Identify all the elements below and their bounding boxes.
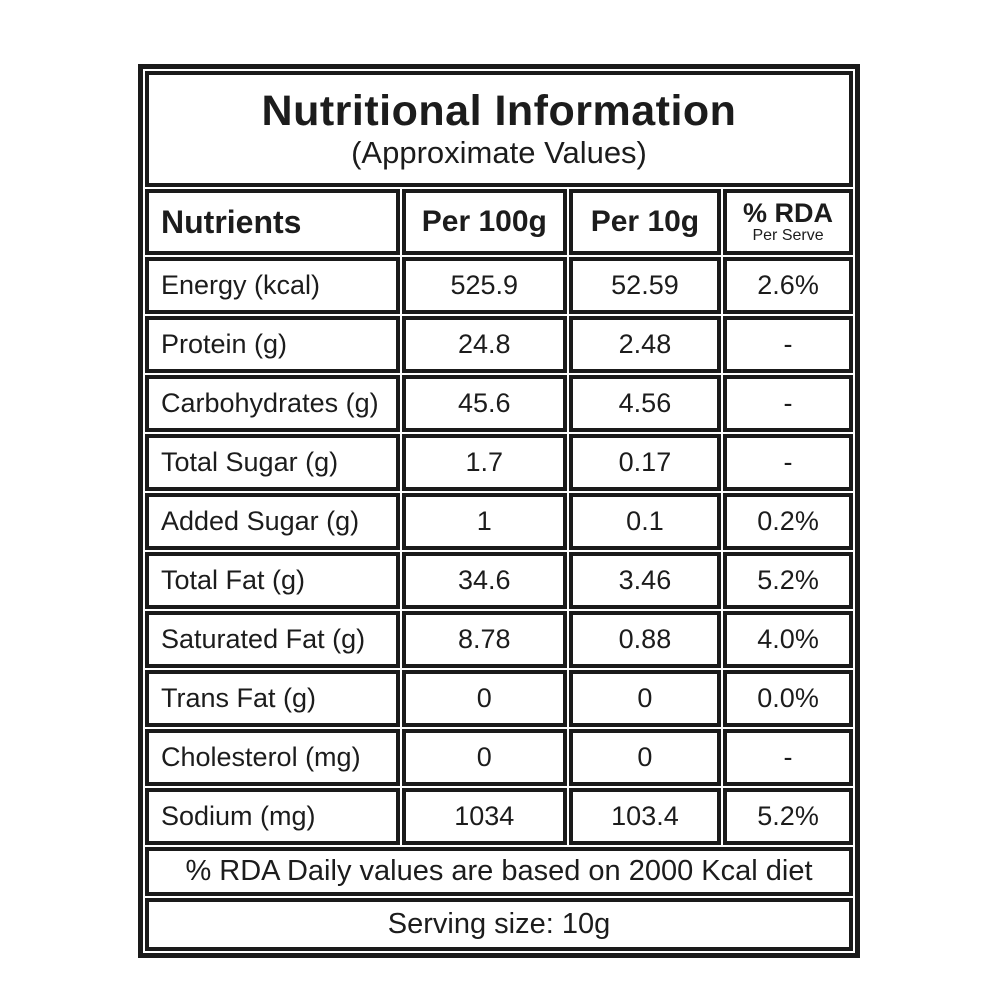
nutrient-label: Sodium (mg) — [145, 788, 400, 845]
rda-value: - — [723, 375, 853, 432]
rda-value: 0.0% — [723, 670, 853, 727]
nutrient-label: Total Sugar (g) — [145, 434, 400, 491]
table-row-trans-fat: Trans Fat (g) 0 0 0.0% — [145, 670, 853, 727]
rda-value: 5.2% — [723, 788, 853, 845]
rda-value: - — [723, 316, 853, 373]
column-header-nutrients: Nutrients — [145, 189, 400, 255]
per100g-value: 1 — [401, 493, 567, 550]
table-row-sodium: Sodium (mg) 1034 103.4 5.2% — [145, 788, 853, 845]
per100g-value: 24.8 — [401, 316, 567, 373]
table-row-total-fat: Total Fat (g) 34.6 3.46 5.2% — [145, 552, 853, 609]
table-row-protein: Protein (g) 24.8 2.48 - — [145, 316, 853, 373]
rda-value: - — [723, 434, 853, 491]
per10g-value: 103.4 — [568, 788, 722, 845]
column-header-rda: % RDA Per Serve — [723, 189, 853, 255]
nutrient-label: Added Sugar (g) — [145, 493, 400, 550]
serving-size-text: Serving size: 10g — [145, 898, 853, 951]
per10g-value: 52.59 — [568, 257, 722, 314]
serving-row: Serving size: 10g — [145, 898, 853, 951]
rda-header-label: % RDA — [743, 197, 834, 228]
per10g-value: 2.48 — [568, 316, 722, 373]
per100g-value: 1034 — [401, 788, 567, 845]
footnote-row: % RDA Daily values are based on 2000 Kca… — [145, 847, 853, 896]
rda-value: 5.2% — [723, 552, 853, 609]
per10g-value: 0.88 — [568, 611, 722, 668]
nutrient-label: Energy (kcal) — [145, 257, 400, 314]
per100g-value: 1.7 — [401, 434, 567, 491]
table-row-energy: Energy (kcal) 525.9 52.59 2.6% — [145, 257, 853, 314]
rda-header-sublabel: Per Serve — [752, 226, 824, 244]
nutrient-label: Total Fat (g) — [145, 552, 400, 609]
per10g-value: 4.56 — [568, 375, 722, 432]
table-row-carbohydrates: Carbohydrates (g) 45.6 4.56 - — [145, 375, 853, 432]
per10g-value: 0.17 — [568, 434, 722, 491]
table-row-added-sugar: Added Sugar (g) 1 0.1 0.2% — [145, 493, 853, 550]
title-cell: Nutritional Information (Approximate Val… — [145, 71, 853, 187]
column-header-per10g: Per 10g — [568, 189, 722, 255]
per10g-value: 0 — [568, 729, 722, 786]
per100g-value: 0 — [401, 670, 567, 727]
nutrient-label: Protein (g) — [145, 316, 400, 373]
per10g-value: 3.46 — [568, 552, 722, 609]
rda-footnote: % RDA Daily values are based on 2000 Kca… — [145, 847, 853, 896]
nutrient-label: Trans Fat (g) — [145, 670, 400, 727]
header-row: Nutrients Per 100g Per 10g % RDA Per Ser… — [145, 189, 853, 255]
page-subtitle: (Approximate Values) — [351, 134, 647, 170]
nutrient-label: Saturated Fat (g) — [145, 611, 400, 668]
table-row-total-sugar: Total Sugar (g) 1.7 0.17 - — [145, 434, 853, 491]
per100g-value: 45.6 — [401, 375, 567, 432]
title-row: Nutritional Information (Approximate Val… — [145, 71, 853, 187]
rda-value: - — [723, 729, 853, 786]
rda-value: 0.2% — [723, 493, 853, 550]
nutrient-label: Cholesterol (mg) — [145, 729, 400, 786]
per100g-value: 8.78 — [401, 611, 567, 668]
per10g-value: 0 — [568, 670, 722, 727]
column-header-per100g: Per 100g — [401, 189, 567, 255]
table-row-saturated-fat: Saturated Fat (g) 8.78 0.88 4.0% — [145, 611, 853, 668]
rda-value: 4.0% — [723, 611, 853, 668]
page-title: Nutritional Information — [261, 87, 737, 136]
rda-value: 2.6% — [723, 257, 853, 314]
per100g-value: 0 — [401, 729, 567, 786]
per10g-value: 0.1 — [568, 493, 722, 550]
nutrition-facts-table: Nutritional Information (Approximate Val… — [138, 64, 860, 958]
table-row-cholesterol: Cholesterol (mg) 0 0 - — [145, 729, 853, 786]
per100g-value: 525.9 — [401, 257, 567, 314]
nutrient-label: Carbohydrates (g) — [145, 375, 400, 432]
per100g-value: 34.6 — [401, 552, 567, 609]
